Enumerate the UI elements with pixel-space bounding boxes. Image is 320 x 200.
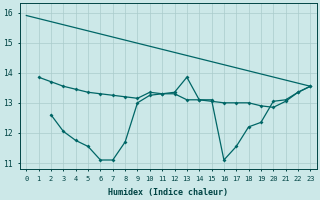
X-axis label: Humidex (Indice chaleur): Humidex (Indice chaleur) — [108, 188, 228, 197]
